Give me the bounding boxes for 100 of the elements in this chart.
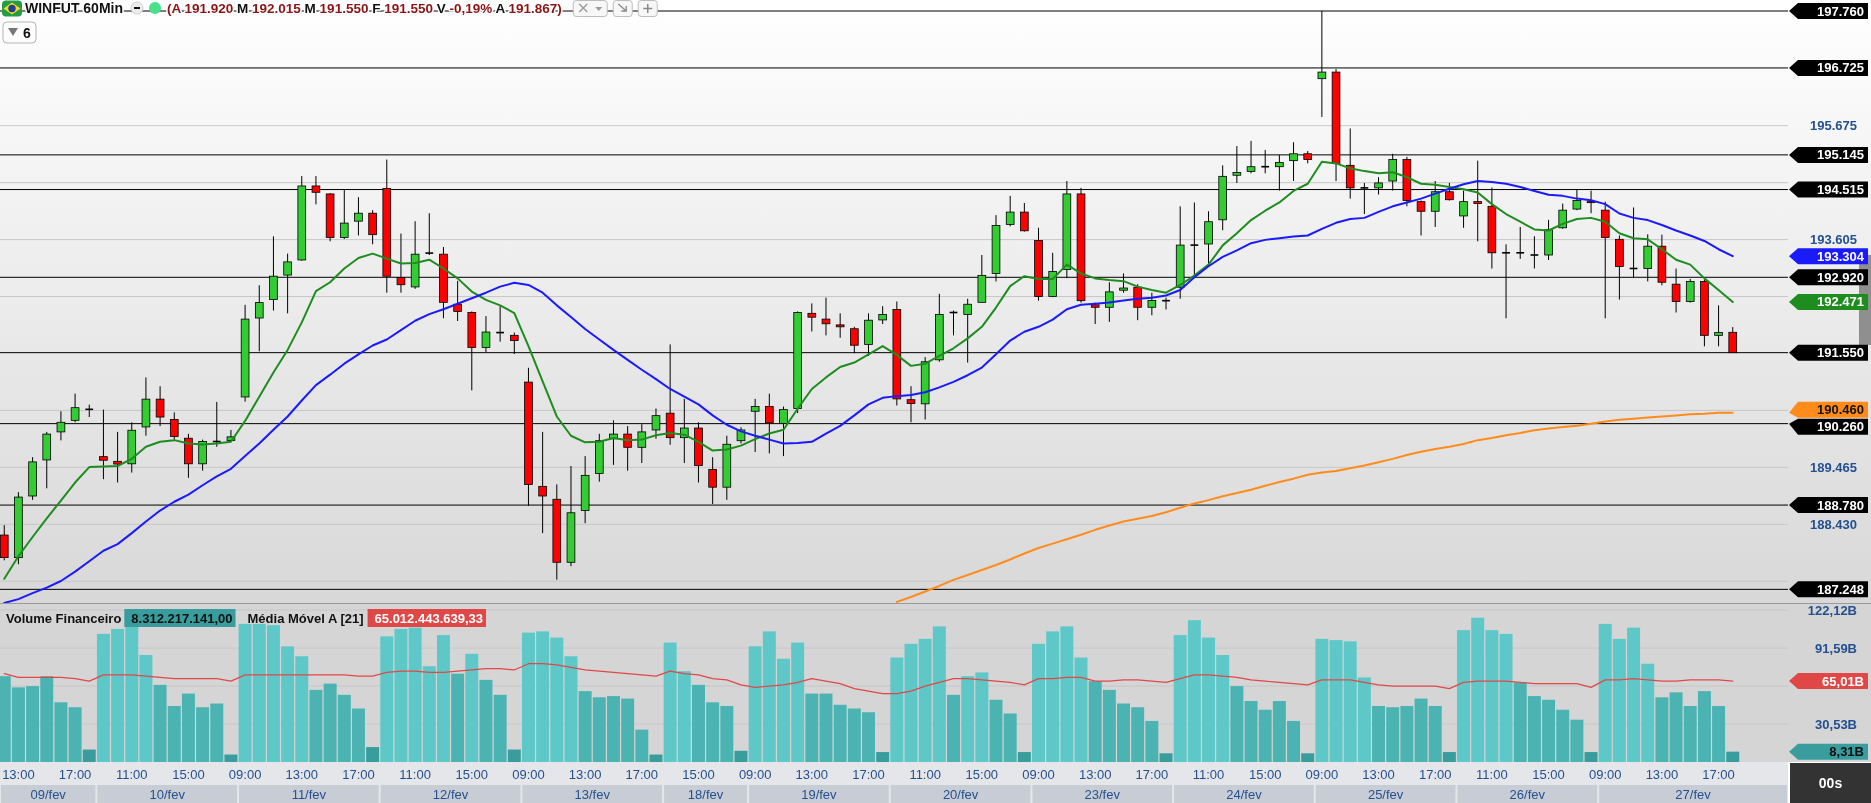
bar [451,673,465,762]
x-tick-label: 17:00 [625,766,659,782]
candlestick [1416,200,1426,236]
x-tick-label: 13:00 [1645,766,1679,782]
bar [1230,686,1244,762]
legend-label: Volume Financeiro [6,610,122,626]
text: 26/fev [1509,786,1546,802]
x-tick-label: 09:00 [228,766,262,782]
text: 25/fev [1367,786,1404,802]
bar [1074,657,1088,762]
candlestick [113,431,122,484]
candlestick [1459,190,1468,229]
text: 20/fev [942,786,979,802]
text: 18/fev [687,786,724,802]
x-tick-label: 11:00 [909,766,941,782]
candlestick [821,297,831,336]
bar [890,657,904,762]
candlestick [1529,235,1540,269]
ref-line-label: 194.515 [1817,182,1864,198]
candlestick [368,209,377,245]
x-tick-label: 17:00 [852,766,885,782]
bar [1499,633,1513,762]
text: 00s [1818,774,1843,791]
ref-line-label: 191.550 [1817,345,1864,361]
x-tick-label: 13:00 [1078,766,1112,782]
ref-line-label: 196.725 [1817,60,1864,76]
x-tick-label: 09:00 [1588,766,1622,782]
annotation: 6 [23,24,32,41]
bar [309,689,323,762]
bar [819,693,833,762]
candlestick [1189,201,1200,277]
text: 8,31B [1829,744,1864,760]
y-tick-label: 189.465 [1810,459,1857,475]
bar [876,752,890,762]
bar [1584,752,1598,762]
x-tick-label: 09:00 [1305,766,1339,782]
text: 11/fev [291,786,327,802]
bar [465,653,479,762]
x-tick-label: 15:00 [172,766,205,782]
ref-line-label: 187.248 [1817,581,1864,597]
text: 65,01B [1822,673,1864,689]
x-tick-label: 09:00 [1022,766,1055,782]
chart-title: WINFUT 60Min [25,0,123,16]
bar [805,693,819,762]
x-tick-label: 09:00 [738,766,772,782]
bar [507,749,521,762]
bar [1017,752,1031,762]
x-tick-label: 15:00 [965,766,999,782]
bar [224,754,238,762]
candlestick [1147,292,1157,316]
candlestick [1714,304,1723,347]
bar [479,679,493,762]
ref-line-label: 192.920 [1817,269,1864,285]
x-tick-label: 15:00 [455,766,489,782]
text: 192.471 [1817,294,1864,310]
x-tick-label: 11:00 [115,766,148,782]
text: 10/fev [149,786,186,802]
ref-line-label: 190.260 [1817,419,1864,435]
x-tick-label: 13:00 [568,766,602,782]
bar [493,694,507,762]
y-tick-label: 195.675 [1810,118,1857,134]
text: 13/fev [574,786,611,802]
y-tick-label: 122,12B [1807,602,1857,618]
x-tick-label: 11:00 [399,766,431,782]
text: 09/fev [30,786,67,802]
text: 19/fev [801,786,838,802]
x-tick-label: 13:00 [795,766,829,782]
x-tick-label: 13:00 [2,766,35,782]
x-tick-label: 17:00 [342,766,375,782]
candlestick [1515,226,1525,260]
bar [1301,753,1315,762]
candlestick [807,302,817,332]
line-series [895,411,1734,603]
bar [947,694,960,762]
y-tick-label: 30,53B [1815,716,1857,732]
x-tick-label: 17:00 [1702,766,1735,782]
candlestick [1204,210,1213,265]
x-tick-label: 11:00 [1192,766,1225,782]
text: (A 191.920 M 192.015 M 191.550 F 191.550 V -0,19% A 191.867) [166,1,562,16]
x-tick-label: 11:00 [1476,766,1508,782]
line-series [3,663,1734,695]
bar [904,643,918,762]
candlestick [1005,195,1015,227]
candlestick [453,280,462,322]
bar [1655,697,1669,762]
candlestick [623,425,632,472]
candlestick [835,312,845,339]
text: 24/fev [1226,786,1263,802]
bar [1315,638,1329,762]
text: 23/fev [1084,786,1121,802]
x-tick-label: 17:00 [58,766,92,782]
bar [1159,753,1173,762]
candlestick [354,196,363,236]
x-tick-label: 17:00 [1418,766,1452,782]
text: 190.460 [1817,402,1864,418]
candlestick [424,212,434,256]
text: 193.304 [1817,248,1865,264]
bar [68,707,82,762]
candlestick [1020,202,1029,233]
ref-line-label: 188.780 [1817,497,1864,513]
